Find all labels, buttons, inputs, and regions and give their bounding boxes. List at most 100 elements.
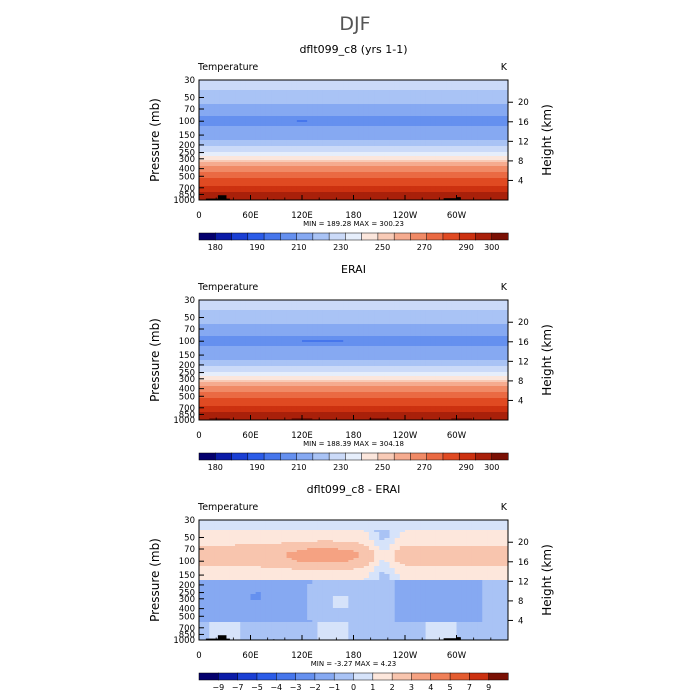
contour-cell	[302, 156, 308, 159]
contour-cell	[245, 96, 252, 99]
contour-cell	[343, 124, 349, 127]
contour-cell	[358, 152, 365, 155]
contour-cell	[199, 308, 205, 311]
contour-cell	[265, 96, 272, 99]
contour-cell	[245, 308, 252, 311]
contour-cell	[441, 136, 447, 139]
contour-cell	[415, 124, 422, 127]
contour-cell	[451, 118, 458, 121]
contour-cell	[250, 152, 257, 155]
contour-cell	[312, 96, 319, 99]
contour-cell	[384, 312, 391, 315]
contour-cell	[374, 88, 380, 91]
contour-cell	[291, 138, 298, 141]
contour-cell	[394, 198, 401, 200]
contour-cell	[353, 86, 360, 89]
contour-cell	[482, 332, 488, 335]
contour-cell	[492, 102, 499, 105]
contour-cell	[389, 140, 396, 143]
contour-cell	[327, 84, 334, 87]
contour-cell	[477, 174, 483, 177]
contour-cell	[204, 92, 210, 95]
contour-cell	[384, 116, 391, 119]
contour-cell	[250, 300, 257, 303]
contour-cell	[312, 196, 319, 199]
contour-cell	[276, 338, 282, 341]
contour-cell	[322, 152, 329, 155]
contour-cell	[348, 180, 355, 183]
height-tick-label: 16	[518, 118, 529, 128]
contour-cell	[384, 172, 391, 175]
contour-cell	[199, 152, 205, 155]
contour-cell	[487, 144, 494, 147]
contour-cell	[322, 108, 329, 111]
contour-cell	[250, 130, 257, 133]
contour-cell	[229, 172, 236, 175]
contour-cell	[240, 162, 246, 165]
contour-cell	[358, 136, 365, 139]
contour-cell	[276, 116, 282, 119]
contour-cell	[477, 136, 483, 139]
contour-cell	[296, 170, 303, 173]
contour-cell	[446, 172, 452, 175]
contour-cell	[224, 338, 231, 341]
contour-cell	[219, 100, 226, 103]
contour-cell	[405, 102, 411, 105]
contour-cell	[374, 306, 380, 309]
contour-cell	[441, 162, 447, 165]
contour-cell	[235, 178, 241, 181]
contour-cell	[327, 142, 334, 145]
contour-cell	[441, 100, 447, 103]
contour-cell	[368, 112, 375, 115]
contour-cell	[456, 86, 463, 89]
contour-cell	[245, 168, 252, 171]
contour-cell	[497, 80, 504, 83]
contour-cell	[446, 144, 452, 147]
contour-cell	[446, 330, 452, 333]
contour-cell	[502, 302, 508, 305]
contour-cell	[265, 172, 272, 175]
contour-cell	[343, 92, 349, 95]
contour-cell	[219, 174, 226, 177]
contour-cell	[353, 338, 360, 341]
contour-cell	[307, 128, 313, 131]
contour-cell	[291, 336, 298, 339]
contour-cell	[415, 158, 422, 161]
contour-cell	[415, 82, 422, 85]
contour-cell	[260, 80, 267, 83]
contour-cell	[332, 188, 339, 191]
contour-cell	[265, 184, 272, 187]
contour-cell	[358, 124, 365, 127]
contour-cell	[384, 182, 391, 185]
contour-cell	[281, 98, 288, 101]
contour-cell	[260, 334, 267, 337]
contour-cell	[466, 148, 473, 151]
contour-cell	[322, 304, 329, 307]
contour-cell	[415, 86, 422, 89]
contour-cell	[456, 164, 463, 167]
contour-cell	[405, 188, 411, 191]
contour-cell	[363, 128, 370, 131]
contour-cell	[255, 342, 262, 345]
contour-cell	[389, 314, 396, 317]
contour-cell	[286, 86, 293, 89]
contour-cell	[209, 122, 216, 125]
contour-cell	[322, 336, 329, 339]
contour-cell	[461, 140, 468, 143]
contour-cell	[296, 140, 303, 143]
contour-cell	[332, 132, 339, 135]
contour-cell	[245, 182, 252, 185]
contour-cell	[286, 92, 293, 95]
contour-cell	[229, 130, 236, 133]
contour-cell	[204, 156, 210, 159]
contour-cell	[477, 98, 483, 101]
contour-cell	[420, 176, 427, 179]
contour-cell	[199, 326, 205, 329]
contour-cell	[245, 300, 252, 303]
contour-cell	[271, 114, 277, 117]
contour-cell	[214, 82, 221, 85]
contour-cell	[446, 336, 452, 339]
contour-cell	[492, 190, 499, 193]
contour-cell	[477, 170, 483, 173]
contour-cell	[271, 104, 277, 107]
